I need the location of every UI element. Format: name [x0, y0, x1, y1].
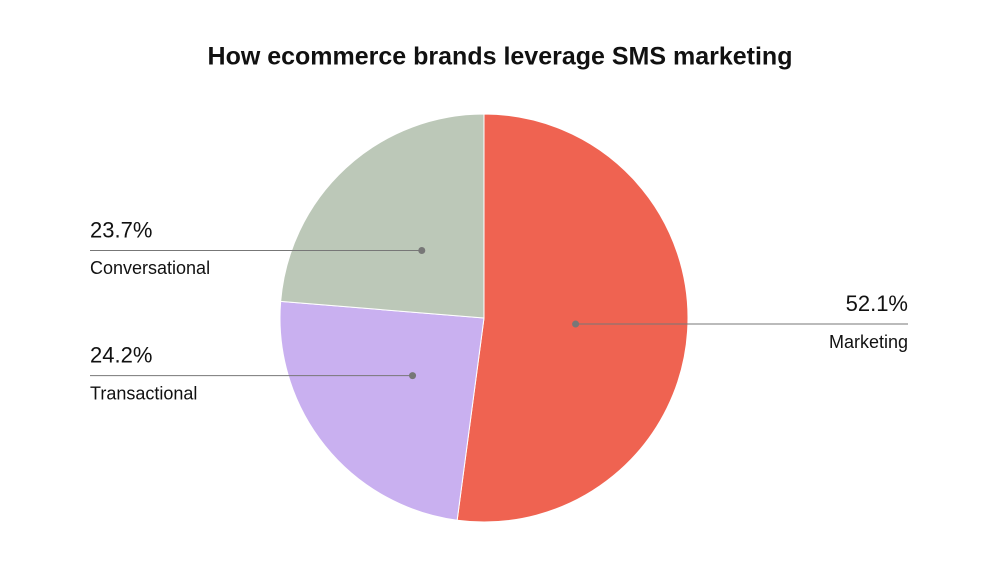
leader-dot	[409, 372, 417, 380]
chart-title: How ecommerce brands leverage SMS market…	[208, 43, 793, 71]
category-label: Marketing	[829, 332, 908, 352]
category-label: Transactional	[90, 383, 197, 403]
pie-slice	[456, 113, 689, 523]
pie-slice	[279, 300, 485, 521]
leader-dot	[418, 246, 426, 254]
value-label: 23.7%	[90, 217, 152, 242]
category-label: Conversational	[90, 258, 210, 278]
value-label: 52.1%	[846, 291, 908, 316]
leader-dot	[572, 320, 580, 328]
value-label: 24.2%	[90, 342, 152, 367]
pie-slice	[280, 113, 485, 319]
